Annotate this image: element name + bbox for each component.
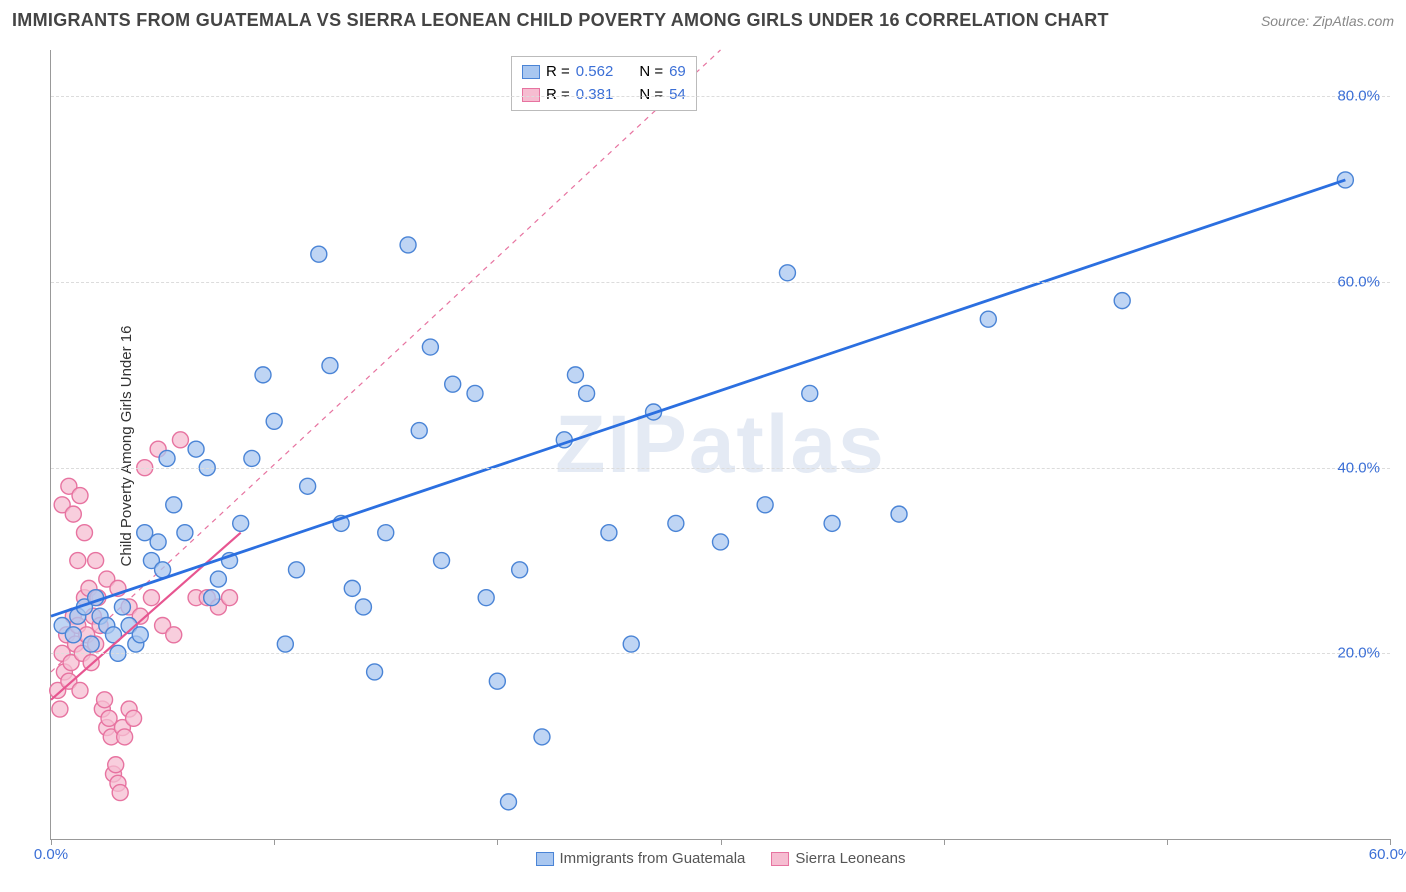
stats-legend: R = 0.562 N = 69 R = 0.381 N = 54 [511, 56, 697, 111]
n-label: N = [639, 61, 663, 84]
scatter-svg [51, 50, 1390, 839]
chart-title: IMMIGRANTS FROM GUATEMALA VS SIERRA LEON… [12, 10, 1109, 31]
header: IMMIGRANTS FROM GUATEMALA VS SIERRA LEON… [12, 10, 1394, 31]
x-tick-label: 60.0% [1369, 846, 1406, 863]
r-label: R = [546, 84, 570, 107]
r-value-a: 0.562 [576, 61, 614, 84]
r-label: R = [546, 61, 570, 84]
n-value-b: 54 [669, 84, 686, 107]
r-value-b: 0.381 [576, 84, 614, 107]
y-tick-label: 80.0% [1337, 88, 1380, 105]
stats-row-a: R = 0.562 N = 69 [522, 61, 686, 84]
swatch-b-icon [522, 88, 540, 102]
legend-b-label: Sierra Leoneans [795, 850, 905, 867]
y-tick-label: 20.0% [1337, 645, 1380, 662]
plot-area: ZIPatlas R = 0.562 N = 69 R = 0.381 N = … [50, 50, 1390, 840]
x-tick-label: 0.0% [34, 846, 68, 863]
legend-item-a: Immigrants from Guatemala [536, 850, 746, 867]
swatch-a-icon [536, 852, 554, 866]
n-label: N = [639, 84, 663, 107]
series-legend: Immigrants from Guatemala Sierra Leonean… [536, 850, 906, 867]
y-tick-label: 40.0% [1337, 459, 1380, 476]
swatch-a-icon [522, 65, 540, 79]
stats-row-b: R = 0.381 N = 54 [522, 84, 686, 107]
source-label: Source: ZipAtlas.com [1261, 13, 1394, 29]
legend-item-b: Sierra Leoneans [771, 850, 905, 867]
swatch-b-icon [771, 852, 789, 866]
y-tick-label: 60.0% [1337, 274, 1380, 291]
n-value-a: 69 [669, 61, 686, 84]
legend-a-label: Immigrants from Guatemala [560, 850, 746, 867]
